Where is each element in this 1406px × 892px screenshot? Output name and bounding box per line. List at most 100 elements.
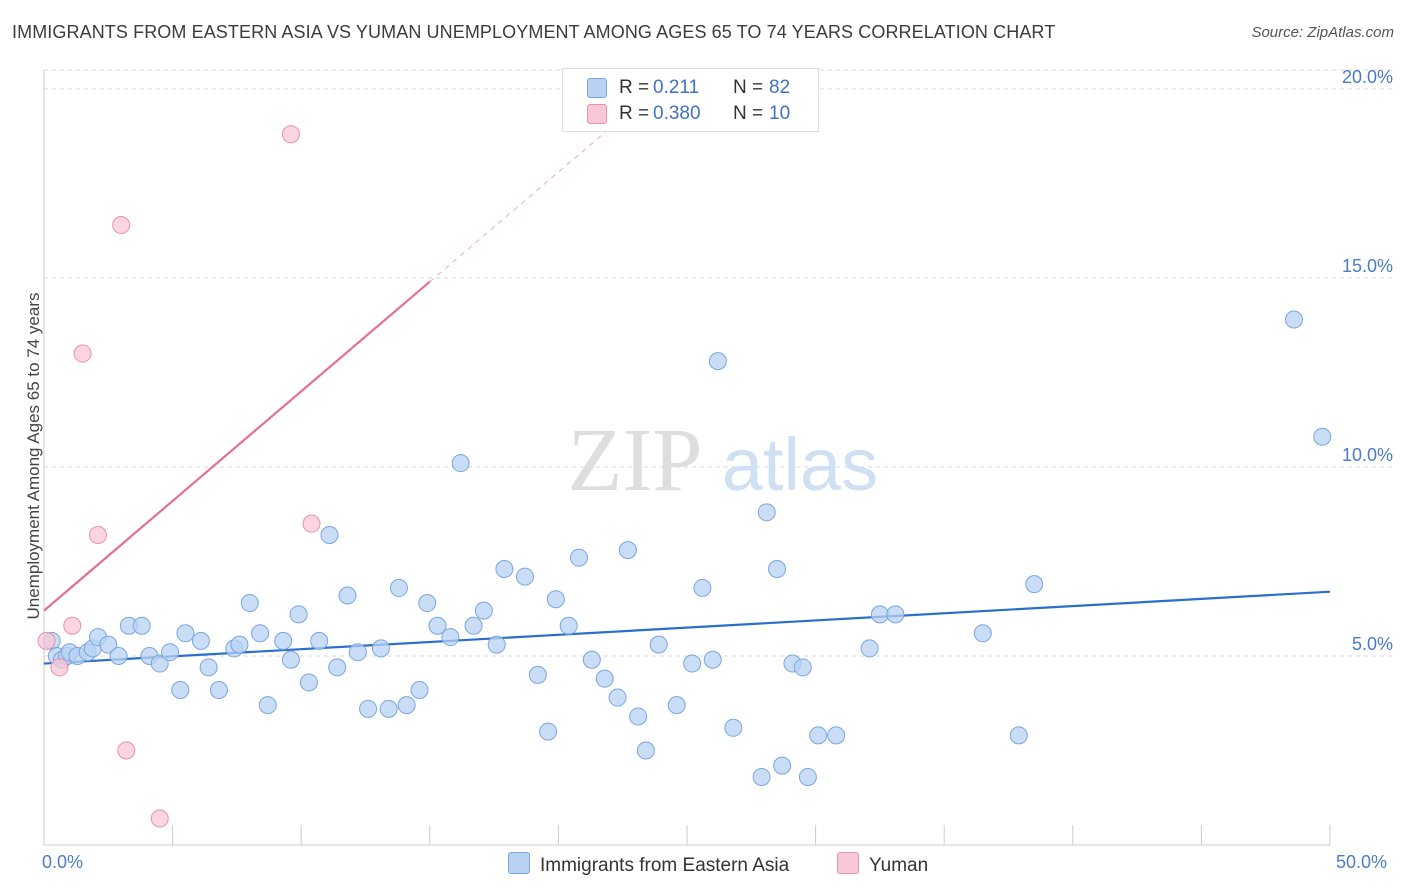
legend-n-label: N = (733, 77, 764, 98)
point-eastern-asia (636, 741, 655, 760)
point-eastern-asia (99, 635, 118, 654)
point-eastern-asia (191, 631, 210, 650)
point-eastern-asia (886, 605, 905, 624)
point-eastern-asia (495, 560, 514, 579)
point-eastern-asia (809, 726, 828, 745)
x-tick-min: 0.0% (42, 852, 84, 872)
point-eastern-asia (389, 578, 408, 597)
bottom-legend-label: Yuman (869, 855, 929, 876)
point-yuman (73, 344, 92, 363)
point-eastern-asia (428, 616, 447, 635)
point-yuman (37, 631, 56, 650)
point-eastern-asia (230, 635, 249, 654)
y-tick-labels: 5.0% 10.0% 15.0% 20.0% (1342, 67, 1393, 654)
chart-title: IMMIGRANTS FROM EASTERN ASIA VS YUMAN UN… (12, 22, 1056, 42)
legend-r-label: R = (619, 103, 650, 124)
trend-lines (43, 69, 1331, 665)
point-yuman (150, 809, 169, 828)
legend-swatch-blue (587, 78, 607, 98)
legend-n-label: N = (733, 103, 764, 124)
point-eastern-asia (338, 586, 357, 605)
point-eastern-asia (582, 650, 601, 669)
point-eastern-asia (708, 352, 727, 371)
point-eastern-asia (1009, 726, 1028, 745)
bottom-legend-label: Immigrants from Eastern Asia (540, 855, 790, 876)
point-eastern-asia (752, 767, 771, 786)
axes (43, 70, 1331, 846)
point-eastern-asia (860, 639, 879, 658)
point-eastern-asia (176, 624, 195, 643)
point-eastern-asia (320, 526, 339, 544)
point-eastern-asia (171, 681, 190, 699)
point-eastern-asia (649, 635, 668, 654)
point-eastern-asia (328, 658, 347, 677)
data-points (37, 125, 1332, 828)
point-eastern-asia (757, 503, 776, 522)
point-eastern-asia (150, 654, 169, 673)
point-eastern-asia (703, 650, 722, 669)
point-eastern-asia (281, 650, 300, 669)
bottom-legend-yuman: Yuman (837, 852, 928, 877)
point-eastern-asia (693, 578, 712, 597)
watermark-atlas: atlas (722, 423, 878, 506)
y-axis-label: Unemployment Among Ages 65 to 74 years (24, 292, 43, 620)
point-yuman (89, 526, 108, 544)
correlation-legend: R = 0.211 N = 82 R = 0.380 N = 10 (562, 68, 819, 132)
point-eastern-asia (251, 624, 270, 643)
point-eastern-asia (1025, 575, 1044, 594)
point-eastern-asia (240, 594, 259, 613)
point-eastern-asia (724, 718, 743, 737)
source-label: Source: ZipAtlas.com (1251, 24, 1394, 41)
point-eastern-asia (608, 688, 627, 707)
point-eastern-asia (348, 643, 367, 662)
point-eastern-asia (546, 590, 565, 609)
y-tick-label: 15.0% (1342, 256, 1393, 276)
point-eastern-asia (258, 696, 277, 715)
point-eastern-asia (310, 631, 329, 650)
point-eastern-asia (773, 756, 792, 775)
point-eastern-asia (559, 616, 578, 635)
x-tick-max: 50.0% (1336, 852, 1388, 872)
point-eastern-asia (629, 707, 648, 726)
point-eastern-asia (209, 681, 228, 699)
trend-line-1 (43, 280, 431, 612)
point-eastern-asia (441, 628, 460, 647)
trend-line-0 (43, 590, 1331, 665)
point-eastern-asia (397, 696, 416, 715)
bottom-legend-eastern-asia: Immigrants from Eastern Asia (508, 852, 789, 877)
point-eastern-asia (474, 601, 493, 620)
point-eastern-asia (973, 624, 992, 643)
point-eastern-asia (618, 541, 637, 560)
point-yuman (63, 616, 82, 635)
watermark: ZIP atlas (568, 411, 879, 510)
legend-r-value: 0.211 (653, 77, 700, 98)
point-eastern-asia (798, 767, 817, 786)
point-eastern-asia (827, 726, 846, 745)
point-eastern-asia (274, 631, 293, 650)
point-eastern-asia (299, 673, 318, 692)
y-tick-label: 20.0% (1342, 67, 1393, 87)
legend-n-value: 10 (769, 103, 791, 124)
point-eastern-asia (451, 454, 470, 473)
point-eastern-asia (515, 567, 534, 586)
point-yuman (50, 658, 69, 677)
legend-r-label: R = (619, 77, 650, 98)
point-eastern-asia (371, 639, 390, 658)
point-eastern-asia (870, 605, 889, 624)
y-tick-label: 5.0% (1352, 634, 1393, 654)
point-eastern-asia (1284, 310, 1303, 329)
point-eastern-asia (683, 654, 702, 673)
point-eastern-asia (595, 669, 614, 688)
point-eastern-asia (464, 616, 483, 635)
point-eastern-asia (539, 722, 558, 741)
point-eastern-asia (768, 560, 787, 579)
point-eastern-asia (359, 699, 378, 718)
point-eastern-asia (410, 681, 429, 699)
bottom-legend-swatch-pink (837, 852, 859, 874)
point-yuman (281, 125, 300, 144)
point-eastern-asia (418, 594, 437, 613)
point-yuman (112, 216, 131, 234)
point-eastern-asia (528, 665, 547, 684)
point-eastern-asia (379, 699, 398, 718)
point-eastern-asia (1313, 427, 1332, 446)
